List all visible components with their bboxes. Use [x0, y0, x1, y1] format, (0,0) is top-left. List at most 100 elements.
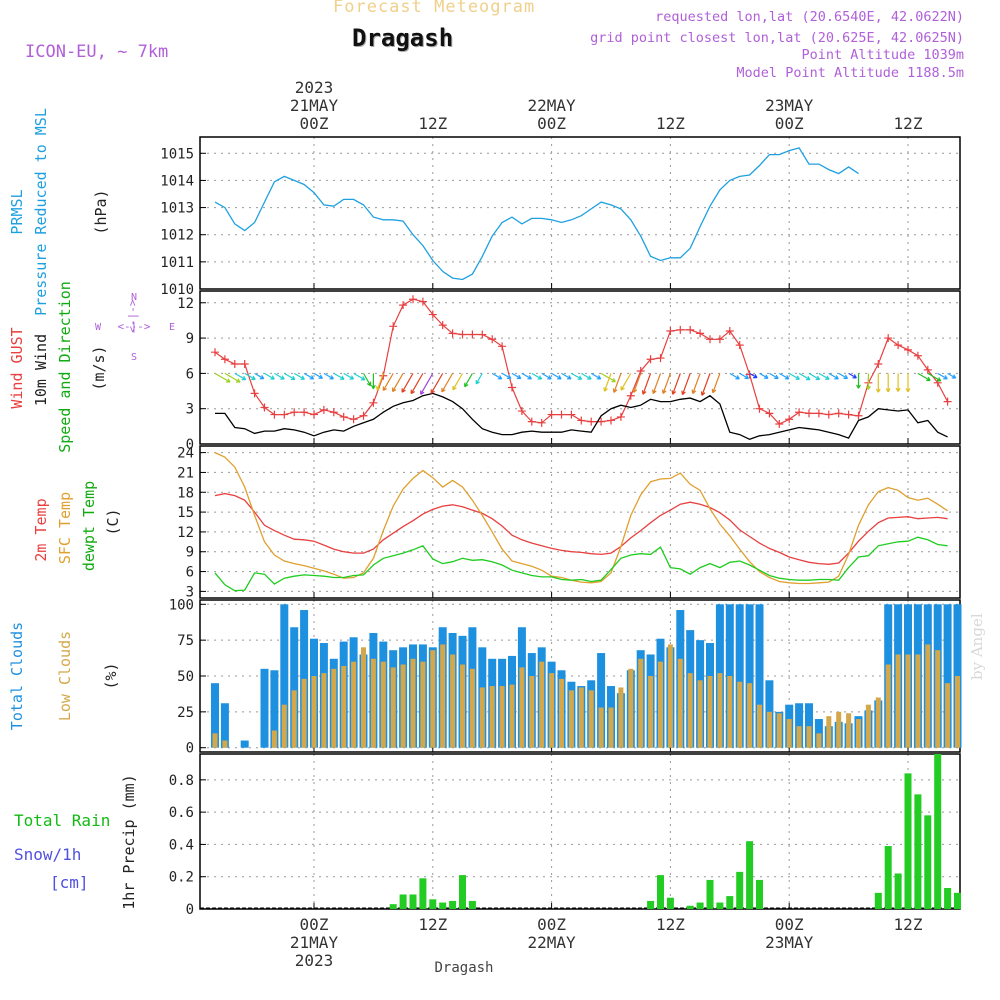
total-rain-label: Total Rain	[14, 811, 110, 830]
gust-marker	[735, 341, 744, 350]
pressure-panel	[199, 136, 961, 290]
wind-speed-line	[215, 392, 948, 441]
gust-marker	[438, 321, 447, 330]
gust-marker	[379, 371, 388, 380]
low-cloud-bar	[905, 654, 911, 748]
gust-marker	[498, 342, 507, 351]
y-tick-label: 15	[177, 505, 194, 521]
y-tick-label: 0	[186, 741, 194, 757]
temp-unit: (C)	[104, 508, 122, 535]
rain-bar	[468, 900, 476, 909]
y-tick-label: 21	[177, 465, 194, 481]
rain-bar	[459, 875, 466, 909]
gust-marker	[220, 355, 229, 364]
time-label-top: 00Z	[775, 114, 804, 133]
low-cloud-bar	[321, 673, 327, 748]
time-label-bottom: 22MAY	[528, 933, 577, 952]
gust-marker	[616, 412, 625, 421]
y-tick-label: 0.2	[169, 870, 194, 886]
gust-marker	[211, 348, 219, 357]
wind-direction-arrow	[828, 372, 839, 380]
gust-marker	[725, 327, 734, 336]
rain-bar	[686, 905, 694, 909]
total-clouds-label: Total Clouds	[8, 622, 26, 730]
y-tick-label: 100	[169, 597, 194, 613]
wind-gust-label: Wind GUST	[8, 327, 26, 408]
gust-marker	[785, 415, 794, 424]
wind-direction-arrow	[603, 373, 612, 392]
gust-marker	[557, 410, 566, 419]
gust-marker	[240, 359, 249, 368]
low-cloud-bar	[460, 664, 465, 748]
wind-direction-arrow	[441, 373, 454, 393]
y-tick-label: 1010	[160, 282, 194, 298]
low-cloud-bar	[737, 681, 743, 748]
wind-direction-arrow	[917, 372, 931, 382]
temp-2m-line	[214, 492, 948, 565]
wind-direction-arrow	[759, 372, 769, 379]
gust-line	[214, 298, 949, 425]
rain-bar	[429, 899, 437, 909]
low-cloud-bar	[291, 690, 297, 748]
rain-bar	[874, 892, 882, 909]
wind-direction-arrow	[430, 373, 444, 394]
sfc-temp-label: SFC Temp	[56, 492, 74, 564]
time-label-bottom: 00Z	[537, 915, 566, 934]
compass-south: S	[131, 352, 137, 363]
wind-direction-arrow	[927, 372, 942, 382]
wind-direction-arrow	[224, 372, 241, 383]
wind-direction-arrow	[711, 373, 721, 394]
gust-marker	[676, 325, 685, 334]
gust-marker	[319, 405, 328, 414]
wind-direction-arrow	[353, 372, 366, 381]
low-cloud-bar	[311, 676, 317, 748]
wind-frame	[199, 290, 961, 445]
wind-direction-arrow	[875, 373, 881, 393]
wind-direction-arrow	[541, 372, 552, 380]
gust-marker	[468, 330, 477, 339]
low-cloud-bar	[519, 667, 525, 748]
low-cloud-bar	[549, 673, 555, 748]
rain-bar	[736, 871, 744, 909]
total-cloud-bar	[943, 604, 952, 748]
y-tick-label: 0	[186, 437, 194, 453]
y-tick-label: 18	[177, 485, 194, 501]
wind-direction-arrow	[362, 373, 372, 387]
wind-direction-arrow	[848, 372, 857, 379]
low-cloud-bar	[578, 687, 584, 748]
wind-direction-arrow	[293, 372, 305, 380]
gust-marker	[884, 334, 893, 343]
low-cloud-bar	[816, 733, 822, 748]
time-label-bottom: 12Z	[418, 915, 447, 934]
gust-marker	[854, 411, 863, 420]
wind-direction-arrow	[464, 373, 473, 388]
gust-marker	[894, 341, 903, 350]
wind-direction-arrow	[838, 372, 849, 380]
wind-direction-arrow	[778, 372, 790, 380]
gust-marker	[646, 355, 655, 364]
gust-marker	[517, 407, 526, 416]
gust-marker	[349, 415, 358, 424]
y-tick-label: 6	[186, 565, 194, 581]
total-cloud-bar	[260, 668, 269, 748]
low-cloud-bar	[925, 644, 931, 748]
y-tick-label: 9	[186, 331, 194, 347]
wind-direction-arrow	[333, 372, 345, 380]
total-cloud-bar	[290, 627, 299, 748]
wind-direction-arrow	[313, 372, 323, 379]
gust-marker	[409, 295, 417, 304]
gust-marker	[300, 408, 309, 417]
low-cloud-bar	[955, 676, 960, 748]
wind-direction-arrow	[691, 373, 701, 394]
compass-north: N	[131, 292, 137, 303]
wind-direction-arrow	[632, 373, 642, 393]
total-cloud-bar	[270, 670, 279, 748]
wind-direction-arrow	[244, 372, 256, 381]
low-cloud-bar	[836, 711, 842, 748]
low-cloud-bar	[628, 668, 634, 748]
low-cloud-bar	[865, 704, 871, 748]
gust-marker	[795, 408, 804, 417]
time-label-top: 2023	[295, 78, 334, 97]
gust-marker	[913, 351, 922, 360]
wind-direction-arrow	[769, 372, 779, 380]
